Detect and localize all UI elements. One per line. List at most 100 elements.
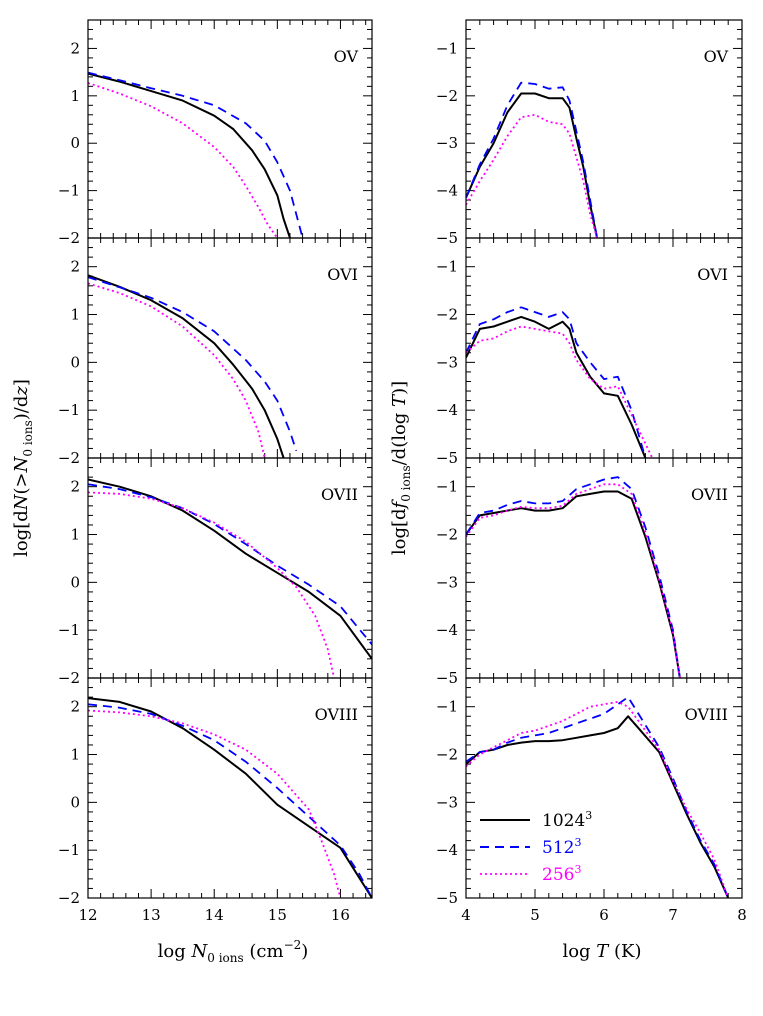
y-tick-label: −5 (436, 229, 458, 247)
left-panel-oviii: 2 1 0 −1 −212 13 14 15 16 OVIII (58, 677, 373, 924)
y-tick-label: 2 (70, 258, 80, 276)
panel-title: OVI (697, 265, 728, 284)
y-tick-label: 0 (70, 353, 80, 371)
y-tick-label: 0 (70, 134, 80, 152)
left-panel-ovi: 2 1 0 −1 −2 OVI (58, 237, 373, 467)
y-tick-label: 1 (70, 746, 80, 764)
legend-label-512: 5123 (542, 836, 581, 858)
y-tick-label: −1 (58, 182, 80, 200)
series-line-1024 (88, 697, 372, 898)
series-line-512 (88, 703, 372, 898)
panel-title: OVII (691, 485, 728, 504)
y-tick-label: 2 (70, 39, 80, 57)
panel-title: OV (704, 47, 729, 66)
x-tick-label: 14 (205, 906, 224, 924)
y-tick-label: −1 (436, 39, 458, 57)
y-tick-label: −1 (58, 401, 80, 419)
right-panel-ovi: −1 −2 −3 −4 −5 OVI (436, 237, 743, 467)
legend: 10243 5123 2563 (480, 809, 592, 885)
left-panel-ov: 2 1 0 −1 −2 OV (58, 19, 373, 247)
y-tick-label: −4 (436, 841, 458, 859)
x-tick-label: 5 (530, 906, 540, 924)
y-tick-label: −4 (436, 182, 458, 200)
left-x-axis-label: log N0 ions (cm−2) (158, 938, 309, 965)
y-tick-label: −2 (58, 229, 80, 247)
y-tick-label: 1 (70, 306, 80, 324)
series-line-1024 (466, 92, 599, 238)
series-line-1024 (88, 72, 291, 238)
series-line-256 (466, 483, 681, 678)
y-tick-label: −5 (436, 889, 458, 907)
y-tick-label: −5 (436, 669, 458, 687)
y-tick-label: 1 (70, 87, 80, 105)
series-line-512 (88, 483, 372, 646)
y-tick-label: −1 (436, 258, 458, 276)
series-line-256 (466, 701, 730, 898)
y-tick-label: −1 (436, 698, 458, 716)
x-tick-label: 13 (142, 906, 161, 924)
y-tick-label: −2 (436, 306, 458, 324)
right-panel-oviii: −1 −2 −3 −4 −54 5 6 7 8 OVIII (436, 677, 747, 924)
y-tick-label: −2 (58, 669, 80, 687)
panel-title: OVI (327, 265, 358, 284)
series-line-256 (88, 82, 279, 238)
y-tick-label: −2 (436, 746, 458, 764)
series-line-512 (466, 81, 598, 238)
series-line-512 (466, 306, 647, 458)
y-tick-label: −3 (436, 573, 458, 591)
y-tick-label: 2 (70, 478, 80, 496)
x-tick-label: 7 (668, 906, 678, 924)
series-line-512 (88, 71, 304, 238)
y-tick-label: −3 (436, 353, 458, 371)
panel-frame (87, 677, 373, 899)
y-tick-label: −3 (436, 793, 458, 811)
y-tick-label: −3 (436, 134, 458, 152)
y-tick-label: 0 (70, 573, 80, 591)
right-x-axis-label: log T (K) (562, 941, 641, 962)
series-line-512 (466, 476, 681, 678)
series-line-1024 (88, 478, 372, 660)
x-tick-label: 16 (331, 906, 350, 924)
series-line-1024 (466, 490, 681, 678)
panel-title: OVIII (685, 705, 728, 724)
panel-frame (465, 19, 743, 239)
y-tick-label: −4 (436, 621, 458, 639)
series-line-256 (88, 709, 342, 898)
y-tick-label: −2 (436, 87, 458, 105)
y-tick-label: −2 (436, 526, 458, 544)
y-tick-label: 1 (70, 526, 80, 544)
series-line-1024 (466, 715, 730, 898)
series-line-256 (88, 282, 266, 458)
right-panel-ovii: −1 −2 −3 −4 −5 OVII (436, 457, 743, 687)
left-y-axis-label: log[dN(>N0 ions)/dz] (11, 379, 35, 557)
x-tick-label: 4 (461, 906, 471, 924)
y-tick-label: −1 (58, 841, 80, 859)
y-tick-label: −2 (58, 889, 80, 907)
series-line-512 (88, 276, 298, 452)
series-line-1024 (88, 274, 285, 458)
panel-title: OV (334, 47, 359, 66)
y-tick-label: −1 (58, 621, 80, 639)
panel-frame (465, 677, 743, 899)
y-tick-label: 0 (70, 793, 80, 811)
x-tick-label: 15 (268, 906, 287, 924)
right-y-axis-label: log[df0 ions/d(log T)] (389, 381, 413, 555)
legend-label-1024: 10243 (542, 809, 592, 831)
panel-title: OVIII (315, 705, 358, 724)
left-panel-ovii: 2 1 0 −1 −2 OVII (58, 457, 373, 687)
x-tick-label: 8 (737, 906, 747, 924)
series-line-1024 (466, 315, 647, 458)
right-panel-ov: −1 −2 −3 −4 −5 OV (436, 19, 743, 247)
x-tick-label: 12 (78, 906, 97, 924)
x-tick-label: 6 (599, 906, 609, 924)
y-tick-label: −4 (436, 401, 458, 419)
y-tick-label: −1 (436, 478, 458, 496)
y-tick-label: 2 (70, 698, 80, 716)
legend-label-256: 2563 (542, 863, 581, 885)
panel-frame (87, 19, 373, 239)
y-tick-label: −2 (58, 449, 80, 467)
y-tick-label: −5 (436, 449, 458, 467)
series-line-512 (466, 696, 730, 898)
